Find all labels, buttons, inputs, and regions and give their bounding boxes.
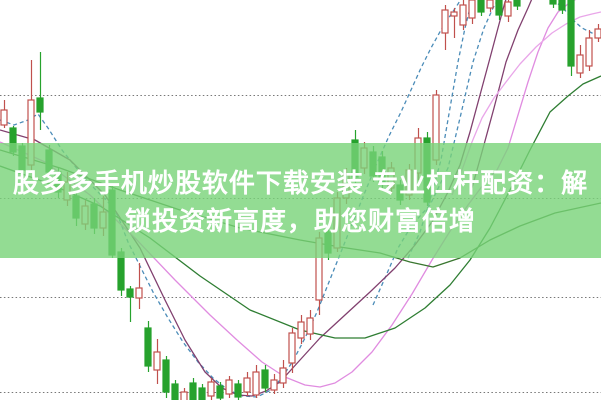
candle-up bbox=[594, 24, 601, 42]
candle-up bbox=[450, 8, 458, 38]
candle-down bbox=[216, 382, 224, 400]
candle-body bbox=[126, 288, 134, 298]
candle-body bbox=[306, 317, 314, 335]
candle-body bbox=[486, 0, 494, 9]
candle-down bbox=[513, 0, 521, 10]
candle-body bbox=[558, 0, 566, 11]
candle-down bbox=[198, 384, 206, 400]
candle-body bbox=[567, 0, 575, 67]
candle-up bbox=[288, 328, 296, 373]
candle-body bbox=[234, 383, 242, 398]
candle-up bbox=[441, 5, 449, 50]
candle-body bbox=[585, 37, 593, 67]
candle-up bbox=[207, 378, 215, 400]
ma-pink-light bbox=[451, 11, 601, 196]
candle-body bbox=[252, 371, 260, 396]
candle-body bbox=[243, 377, 251, 393]
candle-body bbox=[297, 321, 305, 339]
candle-down bbox=[567, 0, 575, 76]
candle-body bbox=[279, 367, 287, 384]
candle-body bbox=[171, 383, 179, 400]
candle-body bbox=[270, 379, 278, 391]
band-hook-dashed bbox=[553, 0, 601, 39]
candle-body bbox=[495, 0, 503, 16]
candle-up bbox=[135, 263, 143, 309]
candle-body bbox=[504, 1, 512, 17]
candle-body bbox=[288, 332, 296, 364]
candle-up bbox=[270, 374, 278, 394]
candle-up bbox=[252, 365, 260, 398]
candle-up bbox=[486, 0, 494, 12]
ma-maroon bbox=[0, 0, 507, 397]
candle-body bbox=[477, 0, 485, 13]
candle-down bbox=[144, 321, 152, 372]
candle-up bbox=[297, 315, 305, 344]
candle-down bbox=[261, 365, 269, 392]
candle-up bbox=[504, 0, 512, 22]
candle-body bbox=[468, 0, 476, 19]
promo-banner-line1: 股多多手机炒股软件下载安装 专业杠杆配资：解 bbox=[12, 168, 589, 198]
candle-up bbox=[153, 339, 161, 384]
candle-body bbox=[153, 351, 161, 371]
candle-body bbox=[180, 391, 188, 400]
candle-body bbox=[513, 0, 521, 7]
candle-body bbox=[594, 28, 601, 39]
candle-up bbox=[180, 388, 188, 400]
candle-body bbox=[207, 381, 215, 397]
candle-body bbox=[162, 359, 170, 393]
candle-up bbox=[0, 100, 8, 128]
candle-up bbox=[585, 30, 593, 71]
candle-body bbox=[459, 4, 467, 26]
promo-banner[interactable]: 股多多手机炒股软件下载安装 专业杠杆配资：解 锁投资新高度，助您财富倍增 bbox=[0, 143, 601, 258]
candle-up bbox=[459, 0, 467, 30]
candle-down bbox=[189, 378, 197, 400]
candle-body bbox=[216, 385, 224, 399]
candle-up bbox=[243, 372, 251, 396]
candle-down bbox=[162, 356, 170, 398]
candle-down bbox=[171, 380, 179, 400]
candle-up bbox=[279, 360, 287, 388]
candle-down bbox=[477, 0, 485, 16]
candle-body bbox=[450, 11, 458, 17]
candle-down bbox=[234, 380, 242, 400]
candle-body bbox=[441, 9, 449, 34]
candle-up bbox=[576, 45, 584, 78]
candle-up bbox=[306, 310, 314, 340]
candle-down bbox=[495, 0, 503, 20]
promo-banner-line2: 锁投资新高度，助您财富倍增 bbox=[124, 206, 476, 236]
candle-body bbox=[576, 54, 584, 74]
candle-body bbox=[36, 97, 44, 113]
candle-up bbox=[225, 376, 233, 398]
candle-body bbox=[549, 0, 557, 5]
candle-down bbox=[126, 286, 134, 322]
candle-body bbox=[144, 327, 152, 367]
candle-body bbox=[261, 369, 269, 389]
candle-body bbox=[198, 387, 206, 400]
candle-up bbox=[468, 0, 476, 24]
candle-body bbox=[189, 382, 197, 400]
ma-pink bbox=[0, 0, 576, 388]
candle-body bbox=[225, 379, 233, 395]
candle-body bbox=[135, 287, 143, 299]
candle-body bbox=[0, 109, 8, 126]
candle-down bbox=[558, 0, 566, 14]
candle-down bbox=[36, 52, 44, 130]
candle-down bbox=[549, 0, 557, 8]
